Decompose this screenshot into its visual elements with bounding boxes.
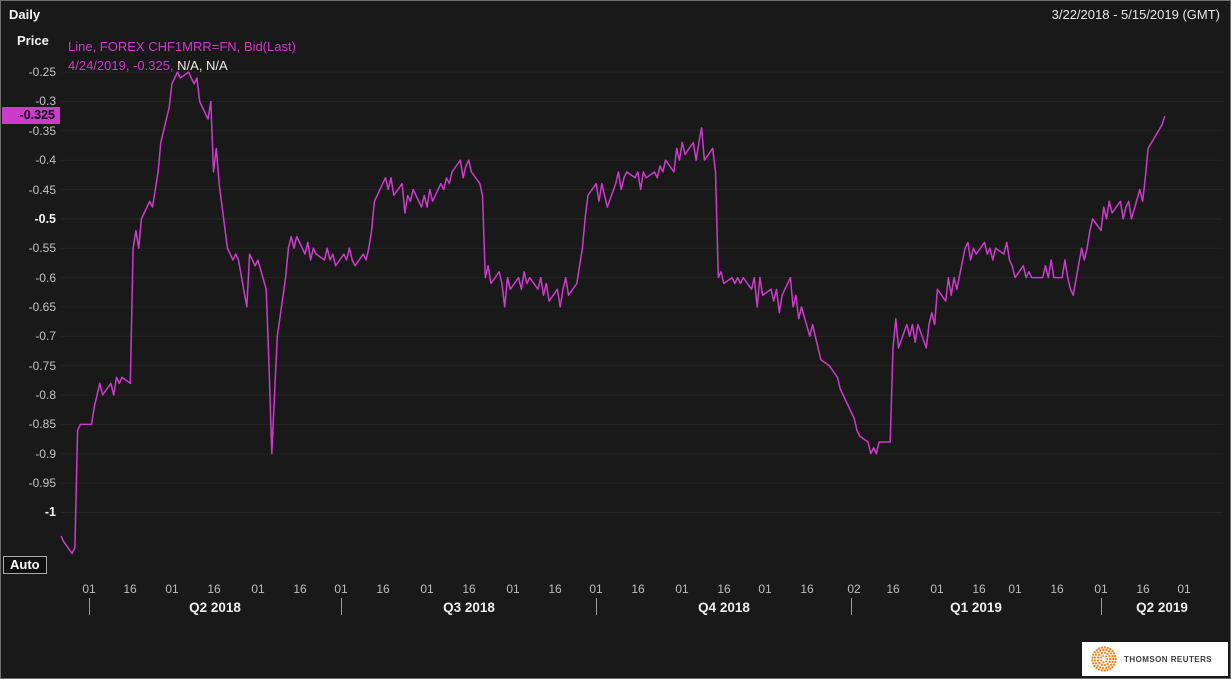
x-axis-tick-label: 16 [886,582,900,596]
quarter-separator [1101,598,1102,615]
legend-values-line: 4/24/2019, -0.325, N/A, N/A [68,56,296,75]
x-axis-tick-label: 01 [506,582,520,596]
y-axis-tick-label: -0.6 [35,270,56,285]
y-axis-tick-label: -0.35 [28,123,56,138]
y-axis-tick-label: -0.25 [28,65,56,80]
legend-series-line[interactable]: Line, FOREX CHF1MRR=FN, Bid(Last) [68,37,296,56]
legend-last-value: 4/24/2019, -0.325, [68,58,174,73]
y-axis-title: Price [17,33,49,48]
y-axis-tick-label: -0.55 [28,241,56,256]
x-axis-tick-label: 01 [1094,582,1108,596]
chart-legend[interactable]: Line, FOREX CHF1MRR=FN, Bid(Last) 4/24/2… [68,37,296,75]
x-axis-tick-label: 01 [82,582,96,596]
x-axis-tick-label: 16 [123,582,137,596]
price-line [60,71,1166,555]
x-axis-tick-label: 16 [293,582,307,596]
x-axis-tick-label: 01 [420,582,434,596]
x-axis-tick-label: 01 [1008,582,1022,596]
y-axis-tick-label: -0.4 [35,153,56,168]
interval-label[interactable]: Daily [9,7,41,22]
x-axis-tick-label: 01 [165,582,179,596]
x-axis-tick-label: 16 [1136,582,1150,596]
x-axis-tick-label: 16 [462,582,476,596]
x-axis-tick-label: 01 [758,582,772,596]
auto-scale-button[interactable]: Auto [3,556,47,574]
y-axis-tick-label: -0.45 [28,182,56,197]
date-range-label[interactable]: 3/22/2018 - 5/15/2019 (GMT) [1051,7,1220,22]
quarter-label: Q3 2018 [443,600,495,615]
x-axis-tick-label: 01 [930,582,944,596]
x-axis-tick-label: 01 [589,582,603,596]
thomson-reuters-wordmark: THOMSON REUTERS [1124,654,1213,664]
x-axis-tick-label: 16 [717,582,731,596]
quarter-separator [596,598,597,615]
y-axis-tick-label: -0.7 [35,329,56,344]
y-axis-tick-label: -0.65 [28,299,56,314]
y-axis-tick-label: -0.9 [35,446,56,461]
quarter-label: Q4 2018 [698,600,750,615]
x-axis-tick-label: 01 [1177,582,1191,596]
x-axis-tick-label: 16 [800,582,814,596]
x-axis-tick-label: 16 [207,582,221,596]
quarter-label: Q2 2018 [189,600,241,615]
quarter-label: Q2 2019 [1136,600,1188,615]
x-axis-tick-label: 16 [548,582,562,596]
thomson-reuters-globe-icon [1091,646,1117,672]
x-axis-tick-label: 02 [847,582,861,596]
y-axis-tick-label: -1 [44,505,56,520]
x-axis-tick-label: 16 [376,582,390,596]
y-axis-tick-label: -0.85 [28,417,56,432]
current-price-badge: -0.325 [2,107,60,124]
x-axis-tick-label: 16 [972,582,986,596]
x-axis-tick-label: 01 [334,582,348,596]
x-axis-tick-label: 01 [251,582,265,596]
x-axis-tick-label: 01 [675,582,689,596]
y-axis-tick-label: -0.95 [28,476,56,491]
x-axis-tick-label: 16 [1050,582,1064,596]
y-axis-tick-label: -0.8 [35,388,56,402]
y-axis-tick-label: -0.5 [34,211,56,226]
legend-series-label: Line, FOREX CHF1MRR=FN, Bid(Last) [68,39,296,54]
quarter-separator [851,598,852,615]
y-axis-tick-label: -0.75 [28,358,56,373]
y-axis-tick-label: -0.3 [35,94,56,109]
quarter-separator [89,598,90,615]
x-axis-tick-label: 16 [631,582,645,596]
legend-na-values: N/A, N/A [173,58,228,73]
quarter-separator [341,598,342,615]
quarter-label: Q1 2019 [950,600,1002,615]
thomson-reuters-logo: THOMSON REUTERS [1082,642,1228,676]
